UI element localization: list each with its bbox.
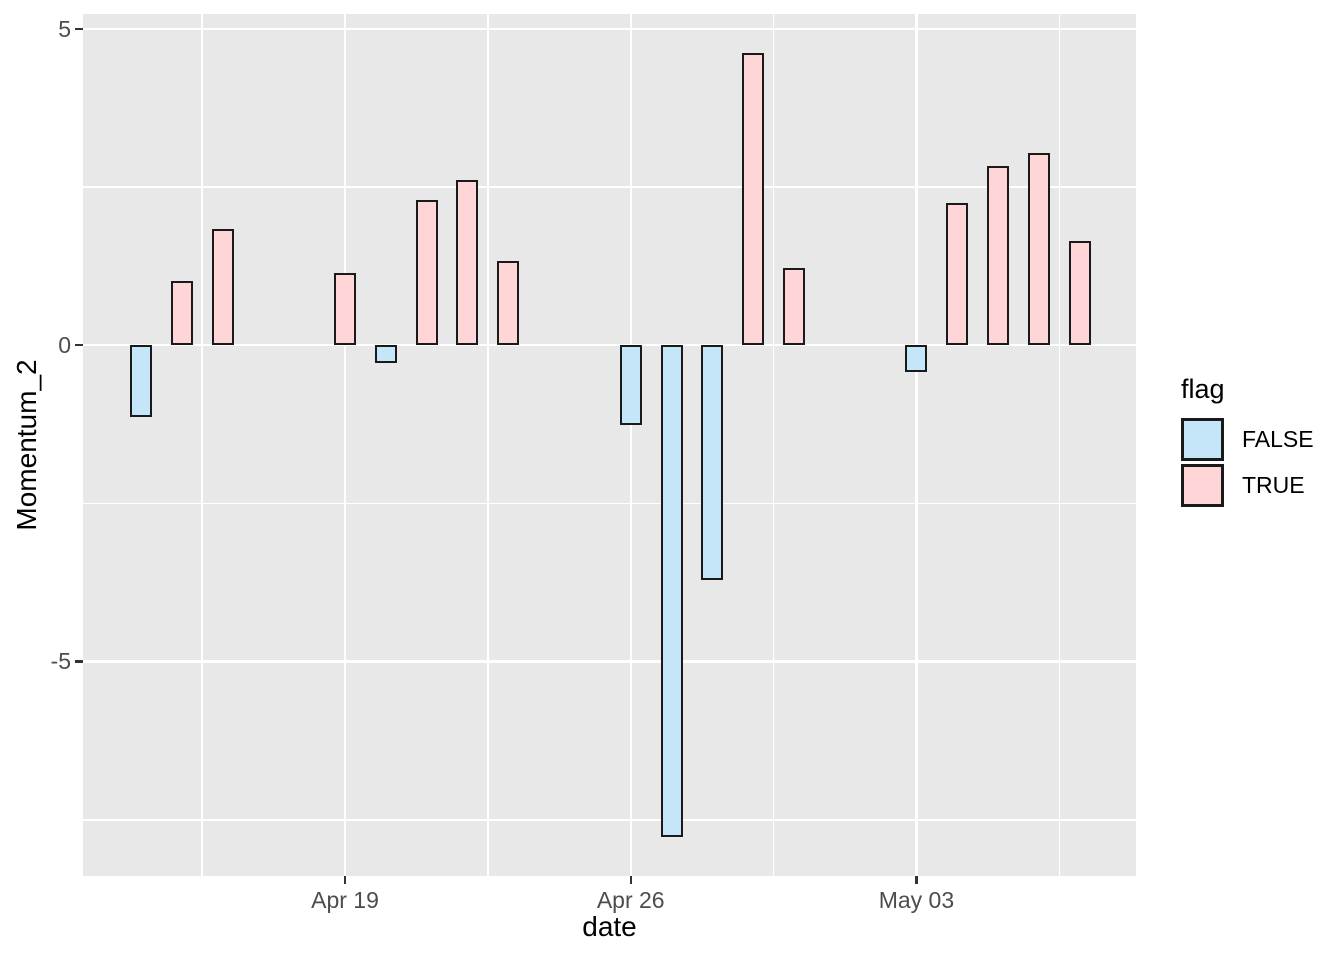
x-major-gridline [344, 14, 347, 876]
plot-panel [83, 14, 1136, 876]
bar-2021-04-22-pos [456, 179, 479, 345]
bar-2021-04-15-pos [170, 281, 193, 345]
y-tick-label: 5 [58, 15, 71, 42]
bar-2021-05-03-neg [905, 345, 928, 373]
x-tick-label: Apr 26 [596, 887, 665, 913]
bar-2021-04-23-pos [497, 261, 520, 345]
bar-2021-04-27-neg [660, 345, 683, 837]
bar-2021-04-28-neg [701, 345, 724, 580]
bar-2021-04-21-pos [415, 200, 438, 345]
legend-entry-true: TRUE [1181, 464, 1314, 507]
bar-2021-05-05-pos [987, 165, 1010, 345]
x-axis-tick [344, 876, 347, 884]
bar-2021-04-20-neg [374, 345, 397, 364]
legend-key-swatch [1181, 418, 1224, 461]
x-tick-label: Apr 19 [311, 887, 379, 913]
x-minor-gridline [772, 14, 775, 876]
y-tick-label: -5 [50, 648, 71, 675]
legend: flag FALSE TRUE [1181, 374, 1314, 510]
y-axis-tick [75, 27, 83, 30]
y-major-gridline [83, 344, 1136, 347]
y-axis-tick [75, 660, 83, 663]
y-tick-label: 0 [58, 332, 71, 358]
legend-entry-false: FALSE [1181, 418, 1314, 461]
bar-2021-04-19-pos [334, 273, 357, 345]
bar-2021-05-07-pos [1068, 241, 1091, 345]
bar-2021-04-14-neg [129, 345, 152, 417]
x-tick-label: May 03 [878, 887, 955, 913]
y-axis-tick [75, 344, 83, 347]
x-minor-gridline [487, 14, 489, 876]
legend-key-swatch [1181, 464, 1224, 507]
y-major-gridline [83, 660, 1136, 663]
y-minor-gridline [83, 502, 1136, 505]
legend-title: flag [1181, 374, 1225, 404]
legend-entries: FALSE TRUE [1181, 418, 1314, 507]
legend-label: FALSE [1242, 426, 1314, 452]
x-axis-tick [629, 876, 632, 884]
x-major-gridline [629, 14, 632, 876]
bar-2021-04-30-pos [782, 268, 805, 345]
y-minor-gridline [83, 819, 1136, 821]
x-major-gridline [915, 14, 918, 876]
y-axis-title: Momentum_2 [11, 359, 42, 531]
bar-2021-05-04-pos [946, 203, 969, 345]
bar-2021-04-16-pos [211, 229, 234, 345]
bar-2021-04-29-pos [742, 53, 765, 345]
x-axis-tick [915, 876, 918, 884]
x-minor-gridline [1058, 14, 1060, 876]
y-major-gridline [83, 27, 1136, 30]
x-minor-gridline [201, 14, 203, 876]
bar-2021-05-06-pos [1027, 153, 1050, 345]
x-axis-title: date [582, 911, 637, 942]
bar-2021-04-26-neg [619, 345, 642, 425]
legend-label: TRUE [1242, 472, 1305, 498]
y-minor-gridline [83, 186, 1136, 188]
